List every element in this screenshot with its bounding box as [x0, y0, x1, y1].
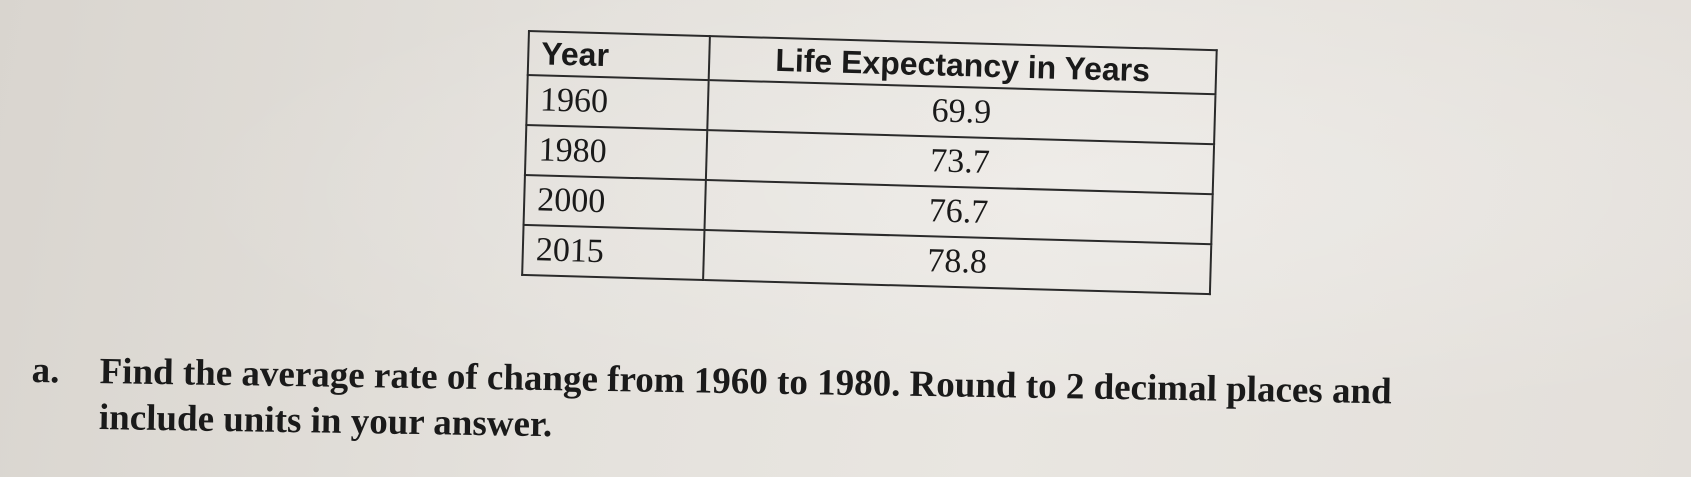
life-expectancy-table: Year Life Expectancy in Years 1960 69.9 …	[521, 30, 1218, 295]
life-expectancy-table-wrap: Year Life Expectancy in Years 1960 69.9 …	[521, 30, 1218, 295]
year-cell: 1960	[526, 75, 709, 131]
question-label: a.	[31, 349, 60, 392]
question-a: a. Find the average rate of change from 1…	[31, 348, 1682, 466]
year-cell: 1980	[524, 124, 708, 181]
header-year: Year	[527, 31, 710, 81]
year-cell: 2015	[522, 224, 705, 280]
year-cell: 2000	[523, 174, 706, 231]
